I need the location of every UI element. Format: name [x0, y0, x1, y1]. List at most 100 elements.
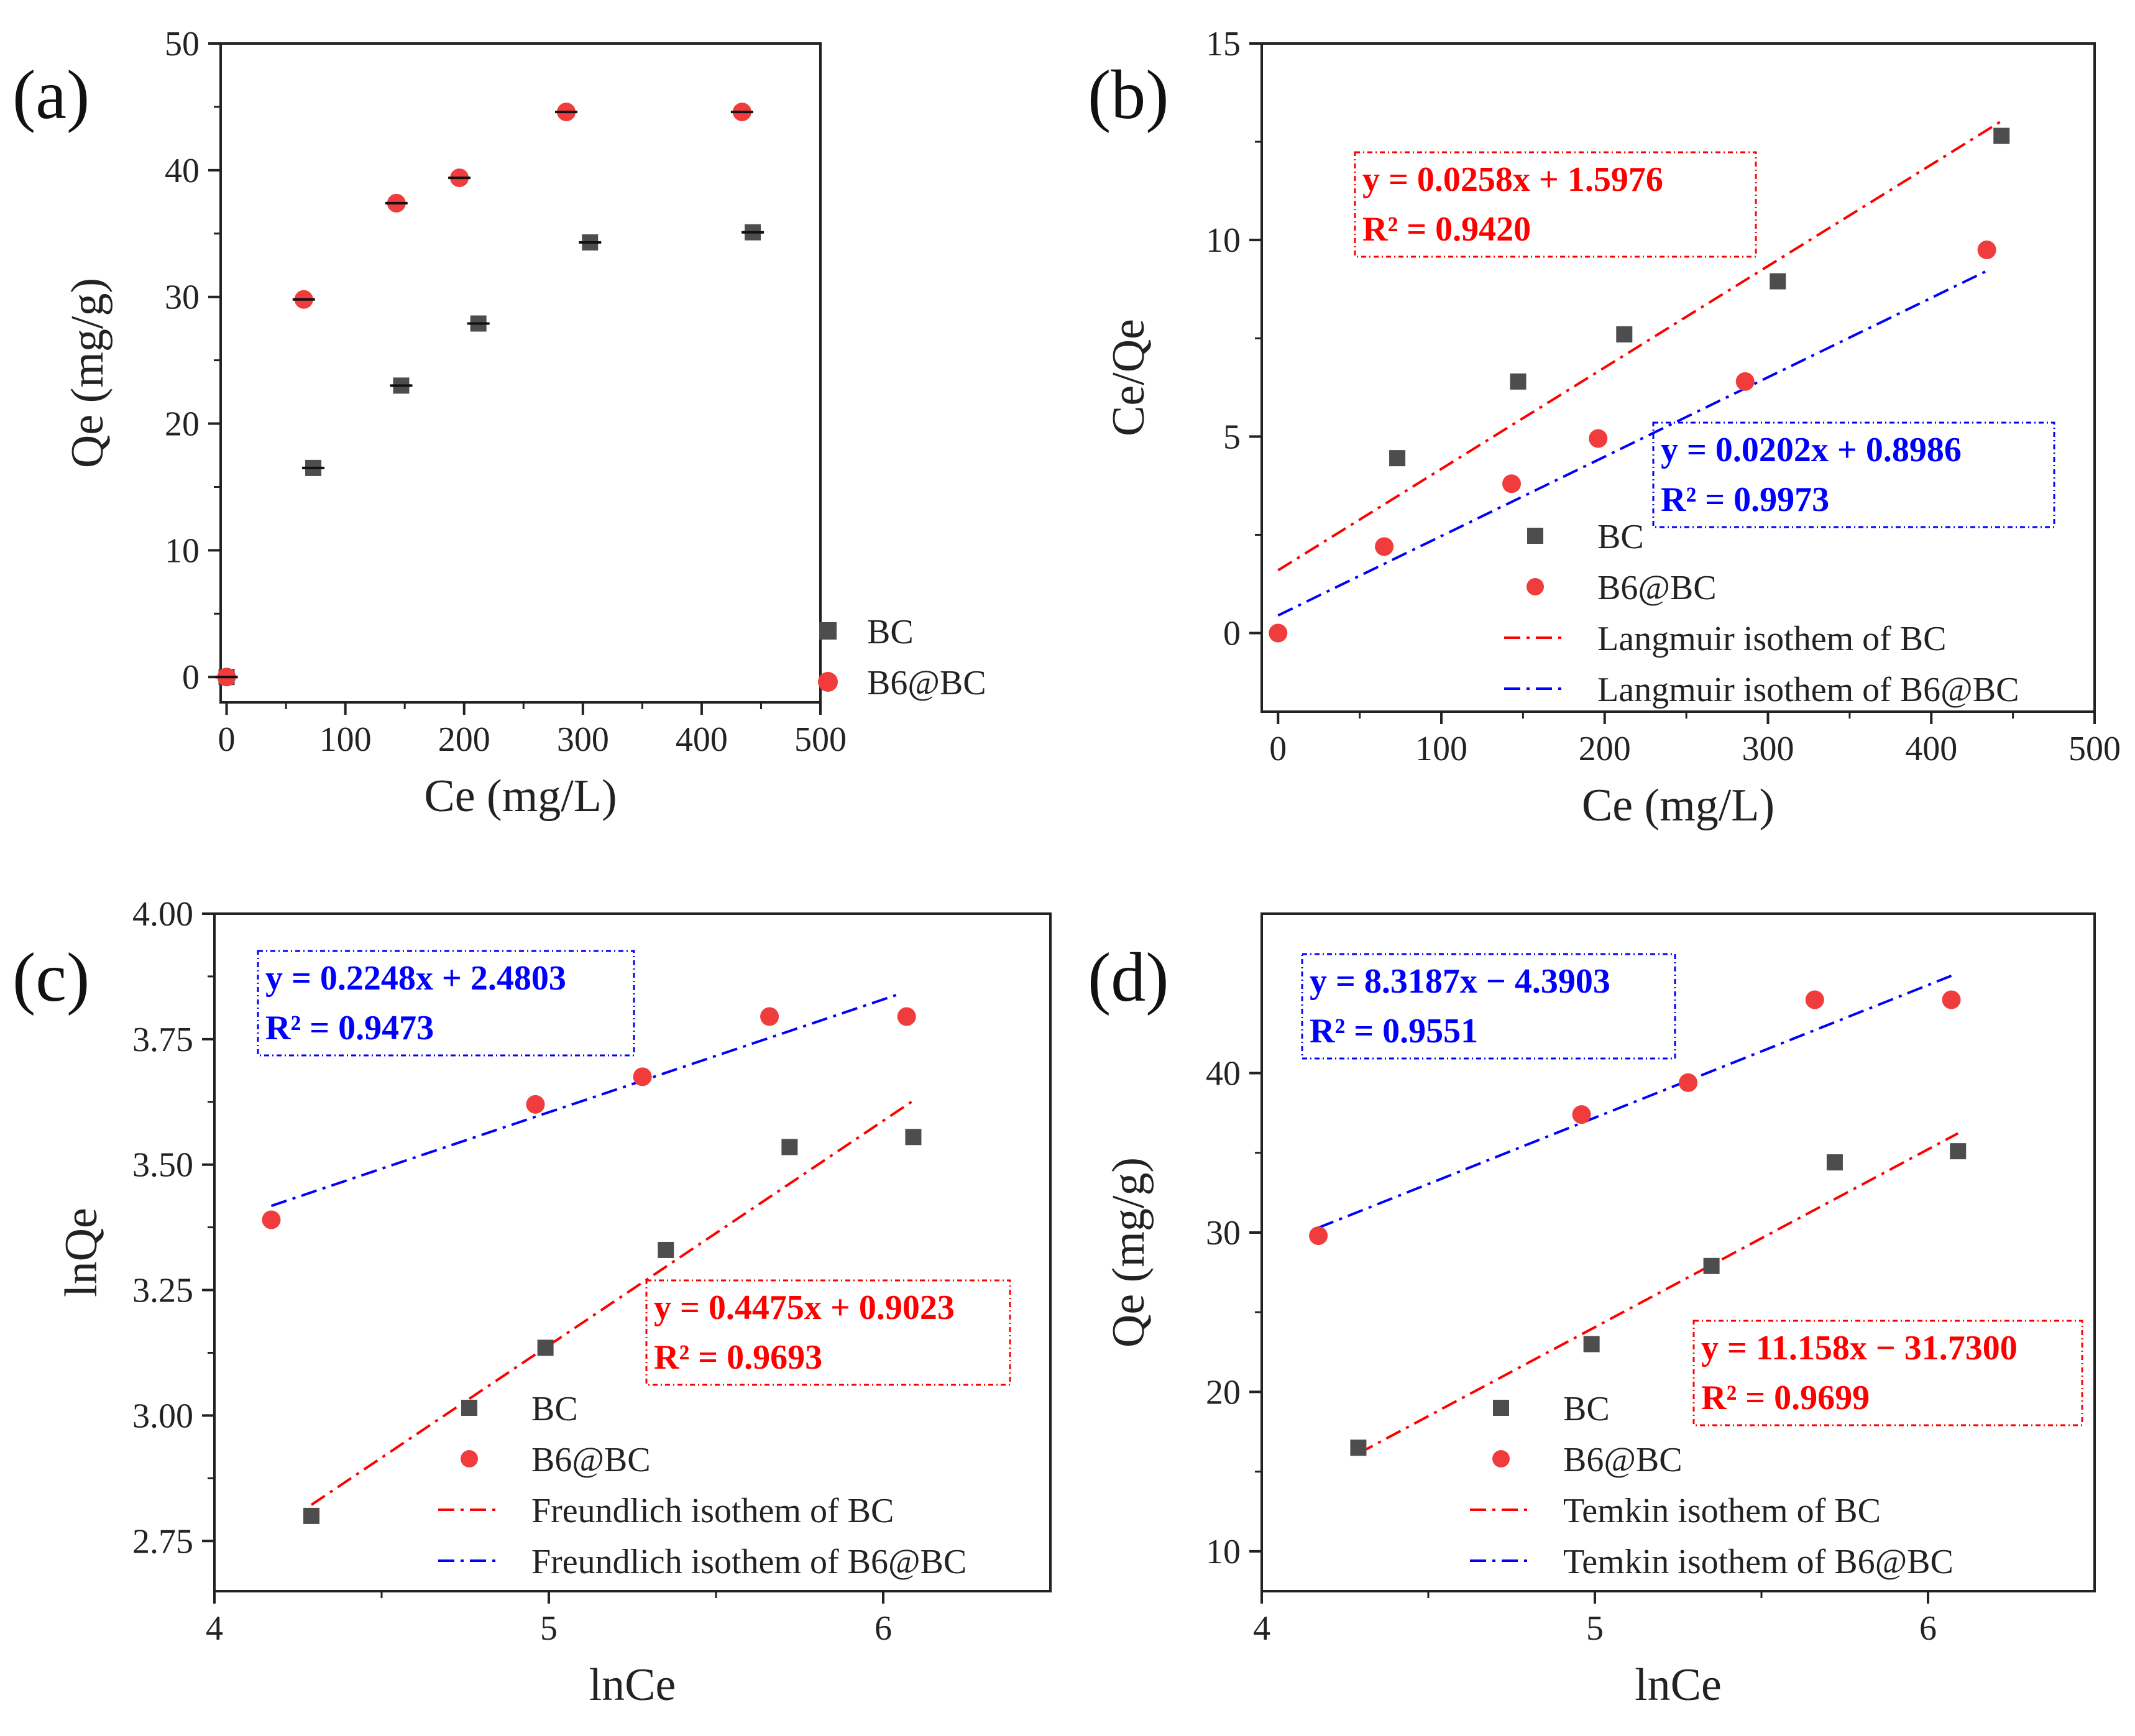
legend-label: Langmuir isothem of B6@BC — [1597, 671, 2019, 709]
legend-b6bc-marker — [461, 1450, 478, 1467]
legend-bc-marker — [1527, 528, 1543, 544]
x-tick-label: 5 — [1586, 1609, 1604, 1648]
x-tick-label: 200 — [1579, 730, 1631, 768]
bc-point — [1826, 1154, 1843, 1171]
b6bc-point — [1572, 1105, 1591, 1124]
x-axis-title: lnCe — [589, 1660, 676, 1711]
legend: BC B6@BC Temkin isothem of BC Temkin isothe… — [1470, 1390, 1954, 1581]
legend-label: Langmuir isothem of BC — [1597, 620, 1947, 658]
r-squared: R² = 0.9551 — [1310, 1012, 1478, 1050]
y-tick-label: 15 — [1206, 25, 1241, 63]
bc-point — [905, 1129, 922, 1146]
y-tick-label: 20 — [165, 405, 200, 444]
x-axis-title: Ce (mg/L) — [424, 771, 617, 822]
b6bc-point — [1589, 429, 1608, 448]
b6bc-point — [1309, 1226, 1328, 1246]
legend-label: B6@BC — [1597, 569, 1717, 607]
bc-point — [537, 1339, 554, 1356]
bc-point — [1350, 1440, 1367, 1456]
r-squared: R² = 0.9973 — [1661, 480, 1829, 519]
chart-panel-b: (b) 0 100 200 300 400 500 0 5 10 15 Ce (mg/L) Ce/Qe y… — [1088, 25, 2121, 831]
equation-box — [1354, 151, 1757, 258]
panel-label: (b) — [1088, 57, 1169, 134]
y-tick-label: 3.25 — [132, 1272, 193, 1310]
chart-panel-c: (c) 4 5 6 2.75 3.00 3.25 3.50 3.75 4.00 lnCe lnQe y … — [12, 895, 1052, 1711]
legend: BC B6@BC — [818, 613, 986, 702]
legend-label: B6@BC — [867, 664, 986, 702]
r-squared: R² = 0.9473 — [265, 1009, 434, 1047]
equation-box — [1652, 421, 2055, 528]
legend-label: B6@BC — [1563, 1441, 1683, 1479]
b6bc-point — [1502, 474, 1521, 494]
bc-point — [1770, 273, 1786, 290]
b6bc-point — [633, 1067, 652, 1086]
x-tick-label: 100 — [1415, 730, 1467, 768]
y-tick-label: 20 — [1206, 1373, 1241, 1412]
b6bc-point — [262, 1210, 281, 1229]
legend-bc-marker — [819, 622, 837, 640]
y-tick-label: 50 — [165, 25, 200, 63]
legend-bc-marker — [461, 1400, 477, 1416]
fit-line-red — [1357, 1132, 1959, 1455]
fit-equation: y = 0.0258x + 1.5976 — [1362, 160, 1663, 199]
x-tick-label: 200 — [438, 720, 490, 759]
x-tick-label: 5 — [540, 1609, 558, 1648]
bc-point — [1583, 1336, 1600, 1353]
plot-frame — [1260, 912, 2096, 1592]
fit-equation: y = 8.3187x − 4.3903 — [1310, 962, 1610, 1001]
fit-line-red — [1277, 120, 2003, 572]
plot-frame — [1260, 42, 2096, 713]
b6bc-point — [1269, 623, 1288, 643]
b6bc-point — [1977, 240, 1996, 259]
y-tick-label: 30 — [1206, 1214, 1241, 1252]
legend: BC B6@BC Langmuir isothem of BC Langmuir is… — [1504, 518, 2019, 709]
b6bc-point — [1805, 990, 1824, 1009]
fit-line-red — [310, 1097, 917, 1506]
b6bc-point — [1679, 1073, 1698, 1092]
y-tick-label: 2.75 — [132, 1522, 193, 1561]
legend-label: BC — [1597, 518, 1644, 556]
bc-point — [1993, 127, 2010, 144]
bc-point — [1950, 1143, 1967, 1160]
y-tick-label: 10 — [1206, 221, 1241, 260]
b6bc-point — [526, 1095, 545, 1114]
x-tick-label: 6 — [875, 1609, 892, 1648]
fit-equation: y = 11.158x − 31.7300 — [1701, 1329, 2018, 1367]
y-tick-label: 3.50 — [132, 1146, 193, 1185]
bc-point — [1616, 326, 1633, 342]
y-tick-label: 10 — [165, 531, 200, 570]
bc-point — [1389, 450, 1406, 467]
legend-label: BC — [531, 1390, 578, 1428]
plot-frame — [213, 912, 1052, 1592]
x-tick-label: 100 — [319, 720, 372, 759]
bc-point — [1510, 373, 1527, 390]
x-tick-label: 400 — [1905, 730, 1957, 768]
x-tick-label: 500 — [2068, 730, 2121, 768]
b6bc-point — [1735, 372, 1755, 391]
fit-equation: y = 0.2248x + 2.4803 — [265, 959, 566, 998]
legend-label: Freundlich isothem of B6@BC — [531, 1543, 966, 1581]
y-tick-label: 30 — [165, 278, 200, 317]
b6bc-point — [1942, 990, 1961, 1009]
legend-label: Temkin isothem of BC — [1563, 1492, 1881, 1530]
y-tick-label: 40 — [1206, 1054, 1241, 1093]
x-tick-label: 300 — [557, 720, 609, 759]
y-tick-label: 4.00 — [132, 895, 193, 934]
plot-frame — [219, 42, 822, 704]
y-tick-label: 10 — [1206, 1533, 1241, 1571]
y-tick-label: 5 — [1223, 418, 1241, 456]
legend-label: Freundlich isothem of BC — [531, 1492, 894, 1530]
r-squared: R² = 0.9699 — [1701, 1379, 1870, 1417]
equation-box — [257, 950, 635, 1057]
y-axis-title: Qe (mg/g) — [62, 278, 113, 468]
legend-label: BC — [1563, 1390, 1610, 1428]
y-tick-label: 3.00 — [132, 1397, 193, 1435]
legend-bc-marker — [1493, 1400, 1509, 1416]
fit-line-blue — [1318, 975, 1952, 1229]
equation-box — [1301, 953, 1676, 1060]
bc-point — [781, 1139, 798, 1155]
x-axis-title: Ce (mg/L) — [1582, 780, 1775, 831]
legend-label: BC — [867, 613, 914, 651]
x-tick-label: 400 — [676, 720, 728, 759]
